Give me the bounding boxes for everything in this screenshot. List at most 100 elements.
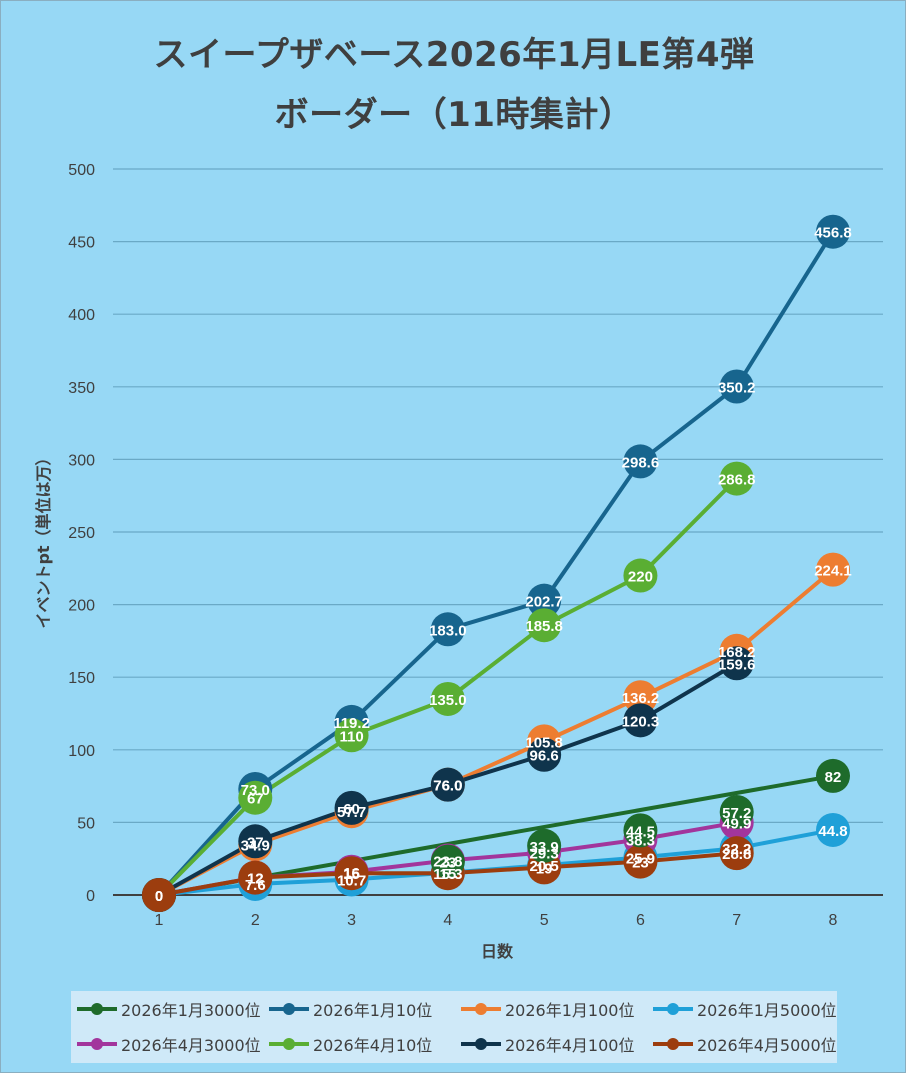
data-label-s2-x8: 224.1 xyxy=(814,563,852,580)
y-tick-label-50: 50 xyxy=(77,815,95,832)
data-label-s3-x3: 10.7 xyxy=(337,872,366,889)
data-point-s7-x2 xyxy=(238,860,273,895)
legend-label-4: 2026年4月3000位 xyxy=(121,1036,261,1055)
legend-label-6: 2026年4月100位 xyxy=(505,1036,635,1055)
y-tick-label-350: 350 xyxy=(68,380,95,397)
series-line-1 xyxy=(157,230,835,897)
data-point-s6-x4 xyxy=(430,767,465,802)
data-label-s0-x8: 82 xyxy=(825,769,842,786)
data-label-s6-x3: 60 xyxy=(343,801,360,818)
data-point-s5-x6 xyxy=(623,558,658,593)
data-label-o0-x5: 33.9 xyxy=(530,839,559,856)
legend-label-3: 2026年1月5000位 xyxy=(697,1001,837,1020)
y-tick-label-200: 200 xyxy=(68,598,95,615)
x-tick-label-1: 1 xyxy=(155,912,164,929)
x-axis-title: 日数 xyxy=(481,942,514,961)
y-axis-title: イベントpt（単位は万） xyxy=(34,449,53,628)
legend-item-1: 2026年1月10位 xyxy=(267,997,432,1021)
data-label-s5-x6: 220 xyxy=(628,569,653,586)
legend-item-4: 2026年4月3000位 xyxy=(75,1032,261,1056)
legend: 2026年1月3000位 2026年1月10位 2026年1月100位 2026年1月… xyxy=(71,991,837,1063)
data-label-s7-x5: 19 xyxy=(536,860,553,877)
y-tick-label-150: 150 xyxy=(68,670,95,687)
series-markers xyxy=(142,214,850,912)
data-label-s2-x6: 136.2 xyxy=(622,690,660,707)
data-label-o0-x4: 23 xyxy=(440,855,457,872)
data-point-s7-x3 xyxy=(334,856,369,891)
legend-swatch-1 xyxy=(267,999,311,1019)
y-tick-label-400: 400 xyxy=(68,307,95,324)
data-label-s6-x7: 159.6 xyxy=(718,656,756,673)
data-label-s3-x6: 25.9 xyxy=(626,850,655,867)
legend-swatch-7 xyxy=(651,1034,695,1054)
chart-title-line-2: ボーダー（11時集計） xyxy=(274,95,634,135)
x-tick-label-4: 4 xyxy=(443,912,452,929)
data-label-s6-x6: 120.3 xyxy=(622,713,660,730)
data-label-s4-x6: 38.3 xyxy=(626,832,655,849)
data-label-s6-x5: 96.6 xyxy=(530,748,559,765)
legend-item-0: 2026年1月3000位 xyxy=(75,997,261,1021)
legend-item-5: 2026年4月10位 xyxy=(267,1032,432,1056)
data-point-s6-x6 xyxy=(623,703,658,738)
legend-swatch-3 xyxy=(651,999,695,1019)
data-point-s5-x3 xyxy=(334,718,369,753)
data-label-s4-x5: 29.3 xyxy=(530,845,559,862)
data-point-s3-x8 xyxy=(816,812,850,847)
data-point-s6-x2 xyxy=(238,824,273,859)
x-tick-label-8: 8 xyxy=(829,912,838,929)
data-label-s2-x3: 57.7 xyxy=(337,804,366,821)
legend-label-0: 2026年1月3000位 xyxy=(121,1001,261,1020)
data-point-s1-x5 xyxy=(527,583,562,618)
data-point-s6-x7 xyxy=(719,646,754,681)
data-label-s2-x7: 168.2 xyxy=(718,644,756,661)
y-tick-label-100: 100 xyxy=(68,743,95,760)
y-tick-label-250: 250 xyxy=(68,525,95,542)
data-label-s2-x2: 34.9 xyxy=(241,837,270,854)
data-point-s7-x7 xyxy=(719,836,754,871)
data-point-o0-x6 xyxy=(623,813,658,848)
data-point-s7-x1 xyxy=(142,878,176,912)
data-label-s4-x3: 16 xyxy=(343,865,360,882)
data-label-s5-x3: 110 xyxy=(339,728,363,745)
data-label-s2-x5: 105.8 xyxy=(525,734,563,751)
data-labels: 82 73.0 119.2 183.0 202.7 298.6 350.2 456.8 34.9… xyxy=(155,225,852,905)
legend-item-2: 2026年1月100位 xyxy=(459,997,634,1021)
data-point-s6-x5 xyxy=(527,737,562,772)
data-label-s3-x4: 15.3 xyxy=(433,866,462,883)
data-label-s7-x4: 15 xyxy=(440,866,457,883)
data-label-s7-x1: 0 xyxy=(155,888,163,905)
data-label-s5-x4: 135.0 xyxy=(429,692,467,709)
data-label-s7-x2: 12 xyxy=(247,871,264,888)
data-label-s3-x2: 7.6 xyxy=(245,877,266,894)
data-label-s1-x2: 73.0 xyxy=(241,782,270,799)
data-label-s5-x2: 67 xyxy=(247,791,264,808)
data-point-s5-x7 xyxy=(719,461,754,496)
data-label-s4-x2: 12 xyxy=(247,871,264,888)
data-label-s7-x3: 15 xyxy=(343,866,360,883)
data-point-s6-x3 xyxy=(334,790,369,825)
x-tick-label-7: 7 xyxy=(732,912,741,929)
data-label-s5-x7: 286.8 xyxy=(718,472,756,489)
legend-item-3: 2026年1月5000位 xyxy=(651,997,837,1021)
data-point-s1-x7 xyxy=(719,369,754,404)
data-label-s4-x7: 49.9 xyxy=(722,816,751,833)
data-point-o0-x4 xyxy=(430,844,465,879)
y-tick-label-500: 500 xyxy=(68,162,95,179)
data-label-o0-x7: 57.2 xyxy=(722,805,751,822)
data-point-s5-x5 xyxy=(527,608,562,643)
x-tick-label-3: 3 xyxy=(347,912,356,929)
legend-label-2: 2026年1月100位 xyxy=(505,1001,635,1020)
data-label-s1-x8: 456.8 xyxy=(814,225,852,242)
data-point-o0-x7 xyxy=(719,794,754,829)
legend-label-1: 2026年1月10位 xyxy=(313,1001,433,1020)
data-label-s1-x5: 202.7 xyxy=(525,594,563,611)
x-tick-label-6: 6 xyxy=(636,912,645,929)
y-tick-label-0: 0 xyxy=(86,888,95,905)
data-point-s2-x8 xyxy=(816,552,850,587)
legend-label-5: 2026年4月10位 xyxy=(313,1036,433,1055)
legend-item-7: 2026年4月5000位 xyxy=(651,1032,837,1056)
legend-item-6: 2026年4月100位 xyxy=(459,1032,634,1056)
data-label-s3-x5: 20.5 xyxy=(530,858,559,875)
